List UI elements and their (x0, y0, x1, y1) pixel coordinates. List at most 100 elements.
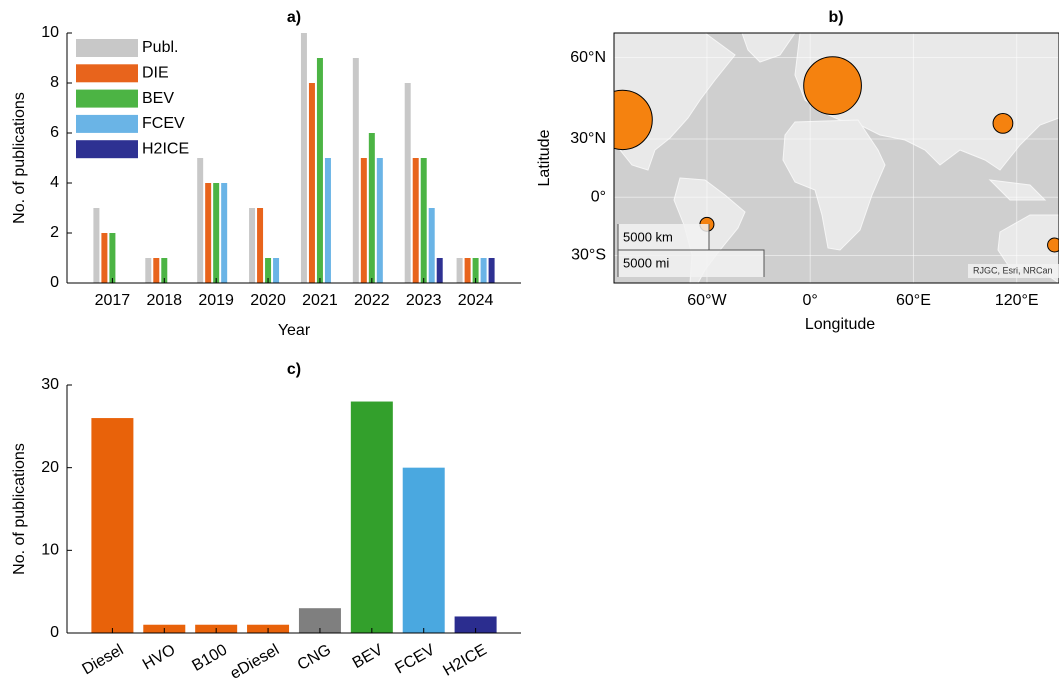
legend-swatch (76, 114, 138, 133)
x-tick-label: 60°E (896, 292, 931, 309)
y-tick-label: 30°N (570, 130, 606, 147)
x-axis-label: Longitude (805, 316, 875, 333)
bar (402, 467, 445, 633)
bar (145, 258, 152, 283)
bar (412, 158, 419, 283)
scale-box (618, 224, 709, 250)
bar (197, 158, 204, 283)
attribution-box (968, 264, 1059, 278)
bar (404, 83, 411, 283)
bar (464, 258, 471, 283)
legend-swatch (76, 64, 138, 83)
x-tick-label: 2017 (95, 292, 131, 309)
y-tick-label: 30°S (571, 247, 606, 264)
legend-label: BEV (142, 90, 174, 107)
chart-title: b) (828, 9, 843, 26)
bar (360, 158, 367, 283)
y-axis-label: No. of publications (11, 443, 28, 575)
scale-line (618, 249, 765, 277)
bubble (992, 113, 1014, 134)
bar (161, 258, 168, 283)
x-tick-label: B100 (189, 641, 230, 674)
bar (213, 183, 220, 283)
x-tick-label: 2022 (354, 292, 390, 309)
x-tick-label: HVO (140, 641, 179, 673)
x-tick-label: BEV (350, 641, 387, 672)
bar (376, 158, 383, 283)
legend-swatch (76, 89, 138, 108)
legend-swatch (76, 140, 138, 159)
bar (93, 208, 100, 283)
land (782, 119, 886, 251)
x-tick-label: eDiesel (227, 641, 282, 682)
land (741, 33, 796, 63)
y-tick-label: 10 (41, 542, 59, 559)
scale-label: 5000 km (623, 229, 673, 244)
bubble (614, 89, 653, 151)
bar (257, 208, 264, 283)
y-tick-label: 0 (50, 624, 59, 641)
bar (249, 208, 256, 283)
bar (454, 616, 497, 633)
x-tick-label: 2018 (146, 292, 182, 309)
bar (352, 58, 359, 283)
bar (308, 83, 315, 283)
x-tick-label: 2019 (198, 292, 234, 309)
x-tick-label: 2023 (406, 292, 442, 309)
x-tick-label: 60°W (687, 292, 727, 309)
legend-label: DIE (142, 65, 169, 82)
bar (350, 401, 393, 633)
x-tick-label: 0° (803, 292, 818, 309)
legend-swatch (76, 39, 138, 57)
chart-title: c) (287, 361, 301, 378)
y-tick-label: 0° (591, 188, 606, 205)
y-tick-label: 30 (41, 376, 59, 393)
bar (480, 258, 487, 283)
bar (436, 258, 443, 283)
bubble (803, 56, 862, 116)
x-tick-label: FCEV (392, 641, 438, 677)
bar (316, 58, 323, 283)
bar (221, 183, 228, 283)
y-axis-label: No. of publications (11, 92, 28, 224)
bar (456, 258, 463, 283)
y-tick-label: 20 (41, 459, 59, 476)
x-axis-label: Year (278, 322, 311, 339)
bar (420, 158, 427, 283)
bar (488, 258, 495, 283)
y-tick-label: 0 (50, 274, 59, 291)
x-tick-label: Diesel (79, 641, 126, 678)
bar (368, 133, 375, 283)
map-frame (613, 32, 1059, 284)
scale-bar: 5000 km 5000 mi RJGC, Esri, NRCan (617, 224, 1059, 278)
bar (101, 233, 108, 283)
attribution: RJGC, Esri, NRCan (973, 265, 1053, 275)
bar (153, 258, 160, 283)
legend-label: H2ICE (142, 140, 189, 157)
scale-box (618, 250, 764, 277)
bubble (1047, 237, 1059, 253)
x-tick-label: CNG (295, 641, 334, 674)
y-axis-label: Latitude (536, 129, 553, 186)
bar (300, 33, 307, 283)
x-tick-label: 2020 (250, 292, 286, 309)
y-tick-label: 4 (50, 174, 59, 191)
legend-label: FCEV (142, 115, 185, 132)
bar (273, 258, 280, 283)
y-tick-label: 6 (50, 124, 59, 141)
y-tick-label: 10 (41, 24, 59, 41)
bar (324, 158, 331, 283)
x-tick-label: 2024 (458, 292, 494, 309)
bar (472, 258, 479, 283)
bar (205, 183, 212, 283)
chart-title: a) (287, 9, 301, 26)
y-tick-label: 60°N (570, 49, 606, 66)
bar (109, 233, 116, 283)
bar (91, 418, 134, 633)
bar (265, 258, 272, 283)
y-tick-label: 8 (50, 74, 59, 91)
x-tick-label: 2021 (302, 292, 338, 309)
scale-label: 5000 mi (623, 255, 669, 270)
bar (428, 208, 435, 283)
